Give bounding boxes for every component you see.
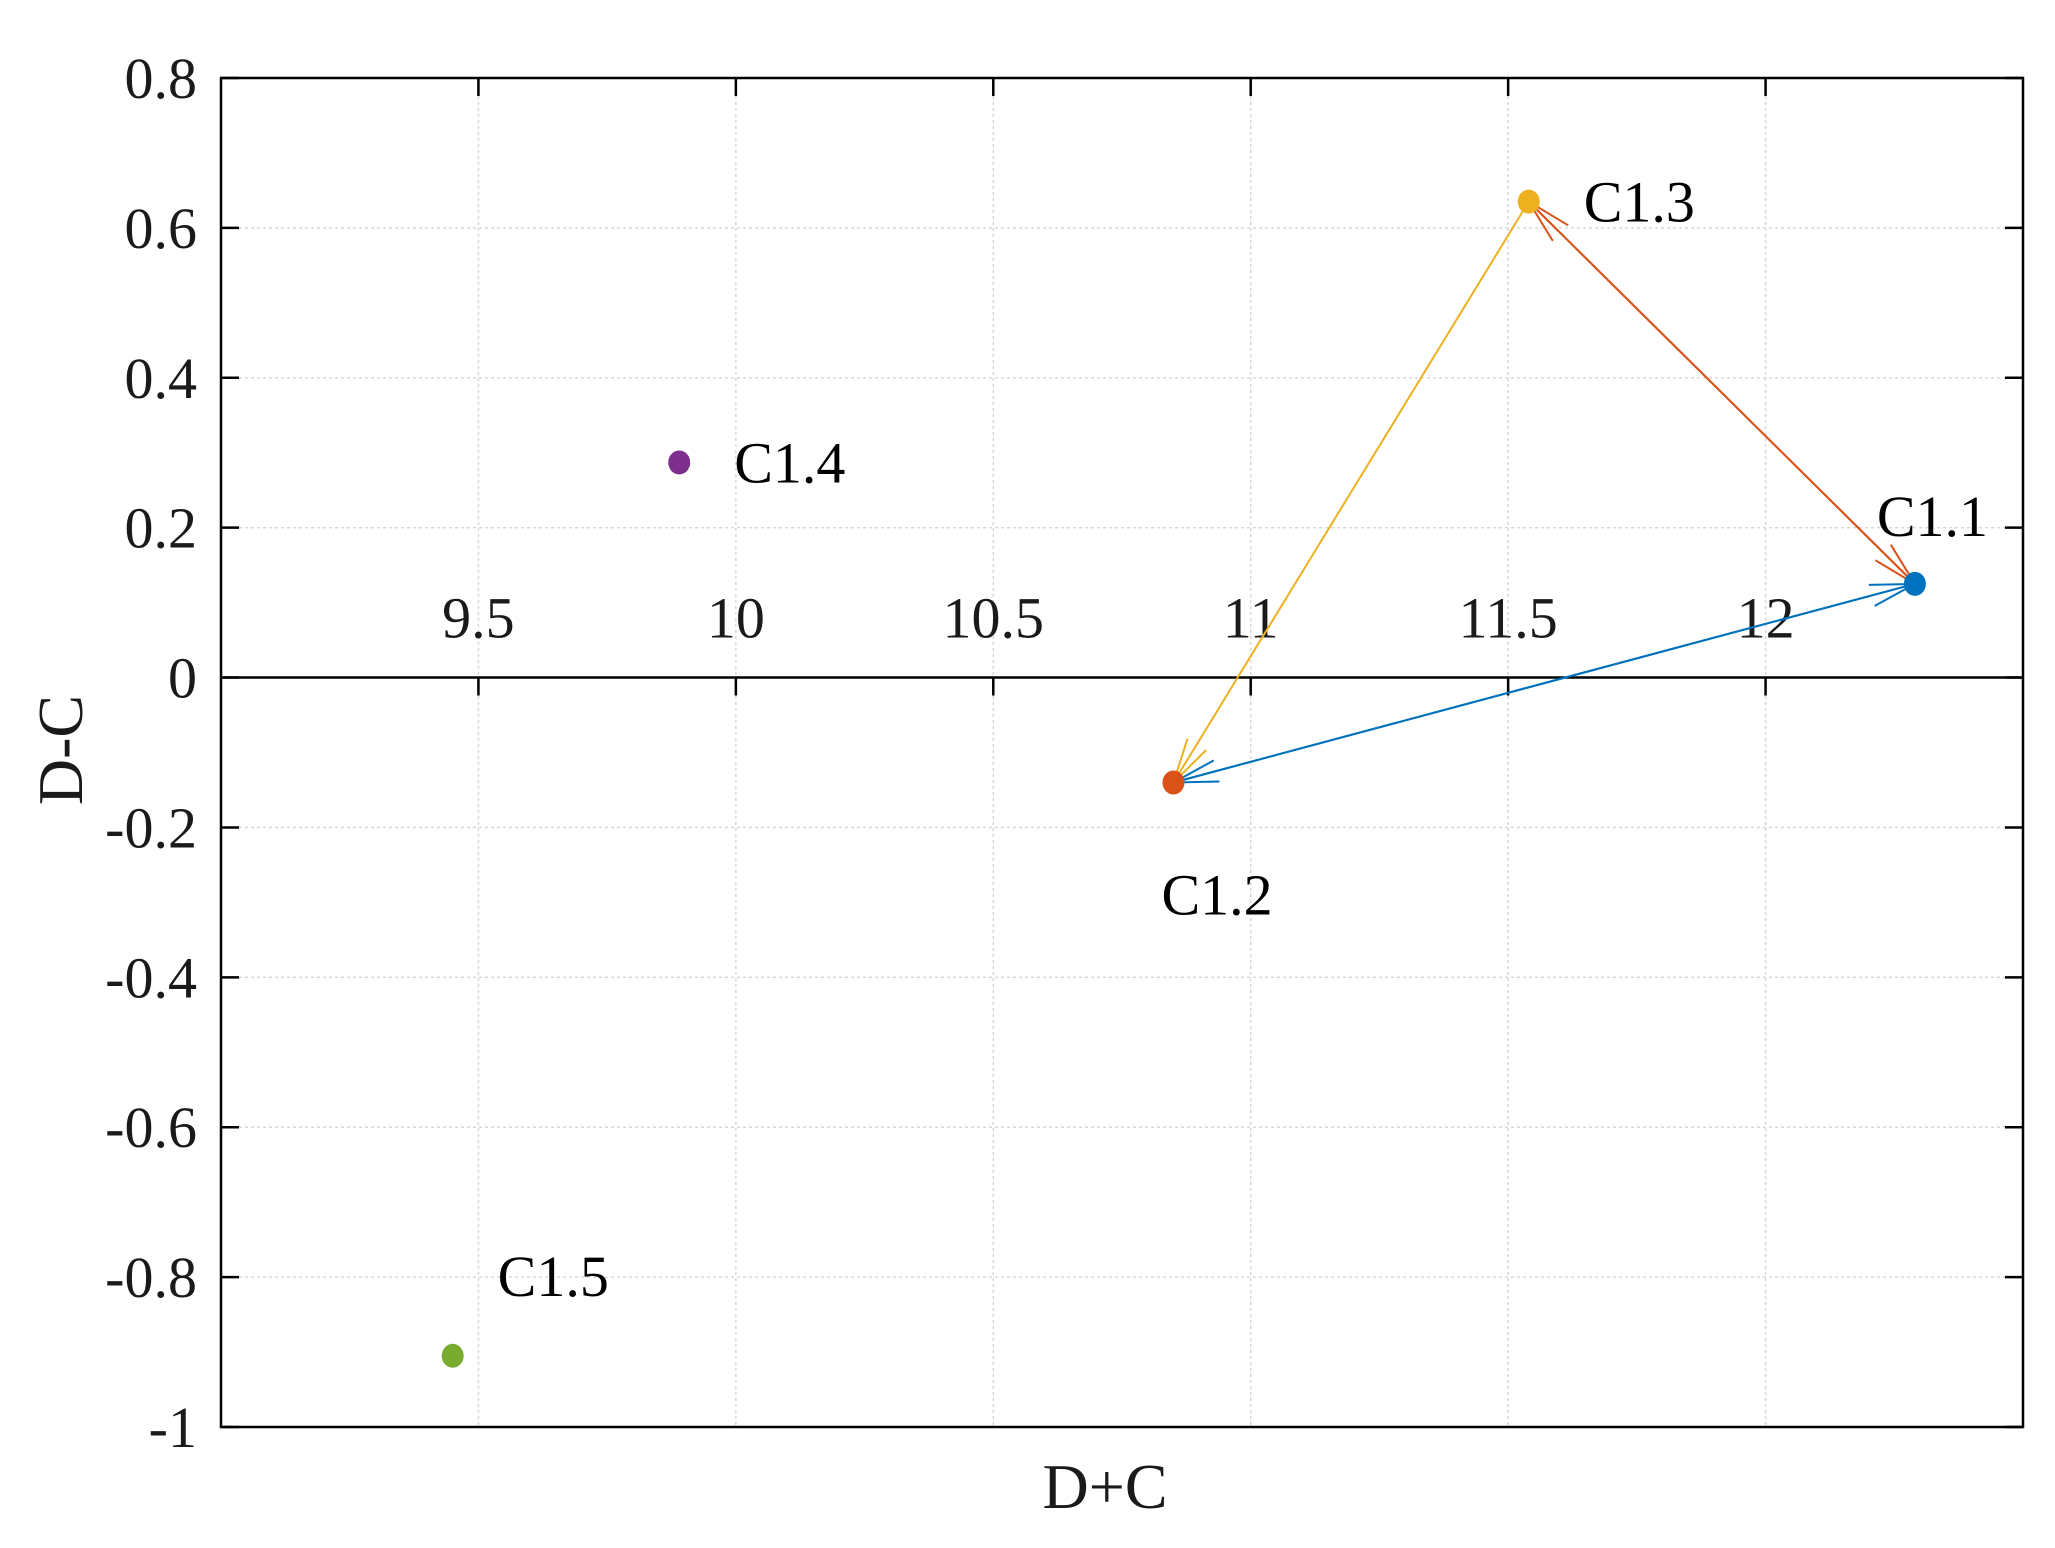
data-point [441,1343,464,1368]
point-labels: C1.1 C1.2 C1.3 C1.4 C1.5 [498,170,1988,1309]
y-tick-label: -1 [149,1395,197,1460]
y-tick-label: -0.2 [105,795,197,860]
x-tick-label: 10.5 [943,586,1045,651]
y-tick-label: 0 [168,646,197,711]
data-points [441,189,1926,1368]
arrow [1172,201,1530,784]
point-label: C1.4 [734,430,845,495]
x-axis-ticks: 9.5 10 10.5 11 11.5 12 [442,586,1795,696]
data-point [1162,770,1185,795]
y-tick-label: -0.6 [105,1095,197,1160]
arrows [1172,200,1916,784]
y-tick-label: 0.6 [125,196,198,261]
frame-ticks [221,76,2023,1429]
data-point [668,450,691,475]
arrow [1527,200,1916,585]
y-axis-title: D-C [25,695,96,805]
point-label: C1.2 [1161,862,1272,927]
y-tick-label: 0.2 [125,496,198,561]
x-axis-title: D+C [1043,1451,1168,1522]
point-label: C1.3 [1584,170,1695,235]
y-tick-label: -0.8 [105,1245,197,1310]
x-tick-label: 10 [707,586,765,651]
point-label: C1.1 [1877,484,1988,549]
x-tick-label: 11 [1223,586,1279,651]
y-tick-label: -0.4 [105,945,197,1010]
point-label: C1.5 [498,1244,609,1309]
x-tick-label: 11.5 [1458,586,1557,651]
x-tick-label: 9.5 [442,586,515,651]
y-axis-ticks: -1 -0.8 -0.6 -0.4 -0.2 0 0.2 0.4 0.6 0.8 [105,46,197,1460]
arrow-shaft [1172,201,1530,783]
data-point [1517,189,1540,214]
arrow-shaft [1528,200,1916,585]
data-point [1903,571,1926,596]
y-tick-label: 0.8 [125,46,198,111]
plot-frame [219,76,2025,1429]
y-tick-label: 0.4 [125,346,198,411]
arrow-shaft [1173,582,1916,784]
grid [221,78,2023,1427]
